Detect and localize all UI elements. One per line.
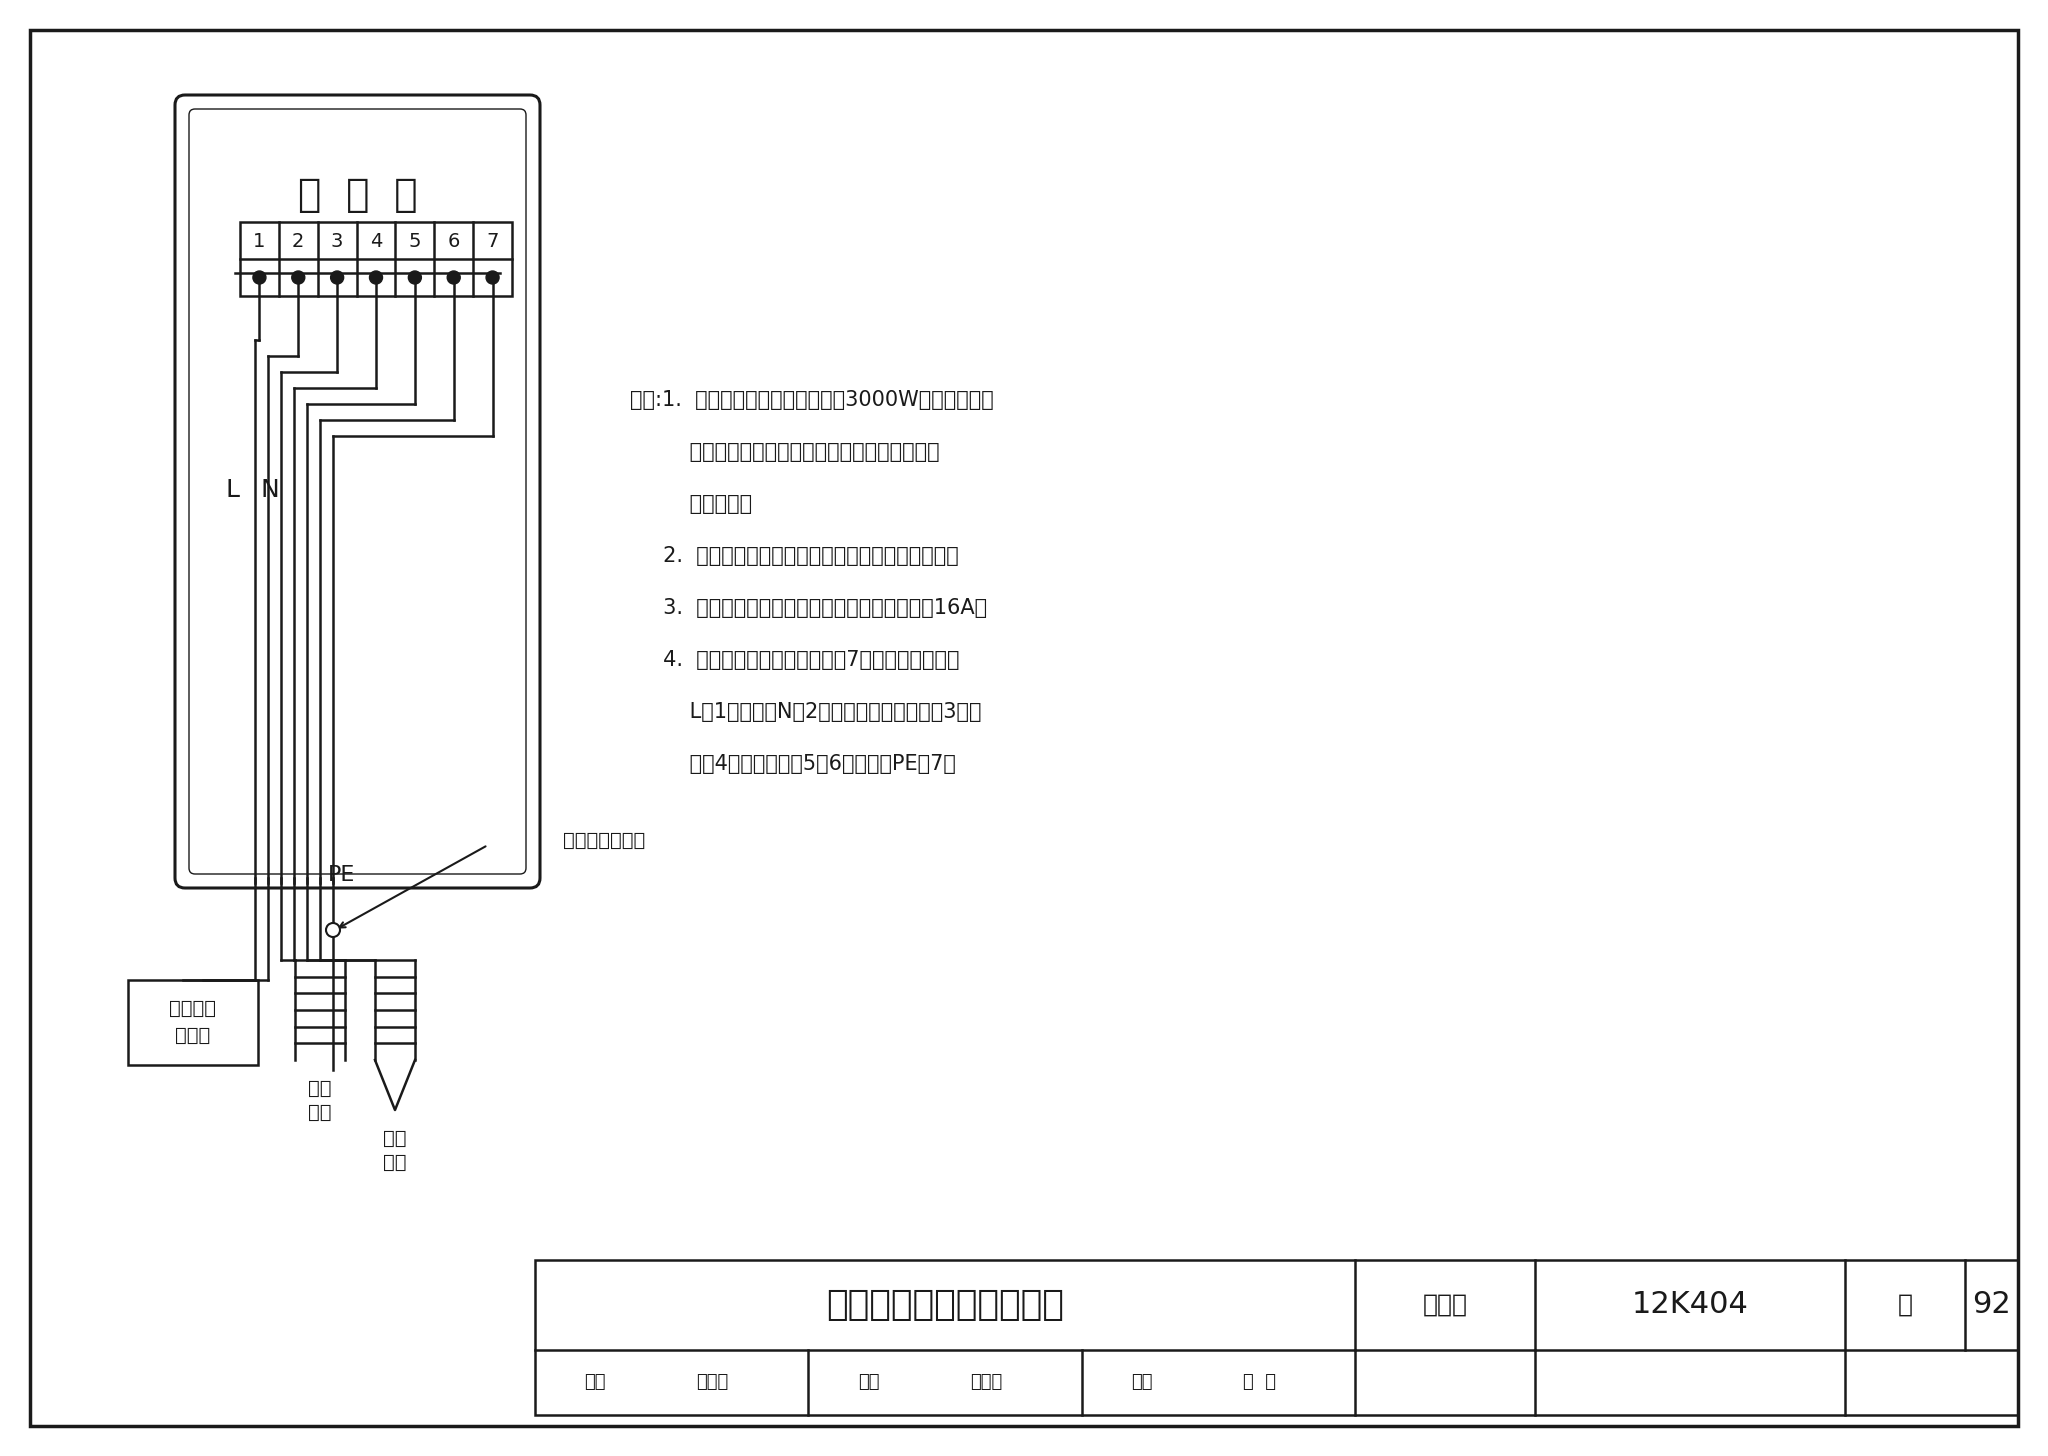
Circle shape [330, 271, 344, 284]
Text: 页: 页 [1898, 1293, 1913, 1316]
Text: 设计: 设计 [1130, 1373, 1153, 1392]
Text: 4: 4 [371, 233, 383, 252]
Circle shape [408, 271, 422, 284]
Circle shape [291, 271, 305, 284]
Text: 校对: 校对 [858, 1373, 879, 1392]
Text: 3: 3 [332, 233, 344, 252]
Text: 4.  加热电缆直接进温控器共计7个端子：电源相线: 4. 加热电缆直接进温控器共计7个端子：电源相线 [631, 649, 961, 670]
Text: 5: 5 [410, 233, 422, 252]
Text: 线端4；地温探头端5、6；保护线PE端7。: 线端4；地温探头端5、6；保护线PE端7。 [631, 754, 956, 775]
Text: 加热电缆接地线: 加热电缆接地线 [563, 830, 645, 849]
Text: 陈立埔: 陈立埔 [696, 1373, 729, 1392]
Text: PE: PE [328, 865, 356, 885]
Text: 12K404: 12K404 [1632, 1290, 1749, 1319]
Text: 刘国选: 刘国选 [971, 1373, 1001, 1392]
Text: 温  控  器: 温 控 器 [297, 176, 418, 214]
Text: N: N [260, 478, 279, 502]
Text: 加热: 加热 [309, 1079, 332, 1098]
Text: 刘  辉: 刘 辉 [1243, 1373, 1276, 1392]
Text: 探头: 探头 [383, 1153, 408, 1172]
Text: 7: 7 [485, 233, 500, 252]
Text: 1: 1 [254, 233, 266, 252]
Text: 地温: 地温 [383, 1128, 408, 1147]
Text: 图集号: 图集号 [1423, 1293, 1468, 1316]
Circle shape [446, 271, 461, 284]
Text: 缆时，加热电缆可直接接入温控器。安装情况: 缆时，加热电缆可直接接入温控器。安装情况 [631, 443, 940, 462]
Text: 配电箱: 配电箱 [176, 1025, 211, 1044]
Circle shape [369, 271, 383, 284]
Text: 2: 2 [293, 233, 305, 252]
Text: 审核: 审核 [584, 1373, 606, 1392]
Text: 2.  温控器型号不同，接线端子不同，其原理一样。: 2. 温控器型号不同，接线端子不同，其原理一样。 [631, 546, 958, 566]
Text: 电缆: 电缆 [309, 1102, 332, 1121]
Text: 如图所示。: 如图所示。 [631, 494, 752, 514]
Text: 6: 6 [449, 233, 461, 252]
Bar [127, 980, 258, 1064]
Bar [535, 1259, 2017, 1415]
Text: 92: 92 [1972, 1290, 2011, 1319]
Text: 说明:1.  当加热电缆功率小于或等于3000W，并为一根电: 说明:1. 当加热电缆功率小于或等于3000W，并为一根电 [631, 390, 993, 411]
Bar [240, 221, 512, 296]
Text: 加热电缆温控器接线图一: 加热电缆温控器接线图一 [825, 1289, 1065, 1322]
Text: L端1、中性线N端2；加热电缆的中性线端3、相: L端1、中性线N端2；加热电缆的中性线端3、相 [631, 702, 981, 722]
Text: 3.  温控器内的微型交流接触器遮断电流不小于16A。: 3. 温控器内的微型交流接触器遮断电流不小于16A。 [631, 598, 987, 617]
Circle shape [326, 923, 340, 938]
Circle shape [485, 271, 500, 284]
Circle shape [254, 271, 266, 284]
Text: 来自电源: 来自电源 [170, 999, 217, 1018]
Text: L: L [225, 478, 240, 502]
